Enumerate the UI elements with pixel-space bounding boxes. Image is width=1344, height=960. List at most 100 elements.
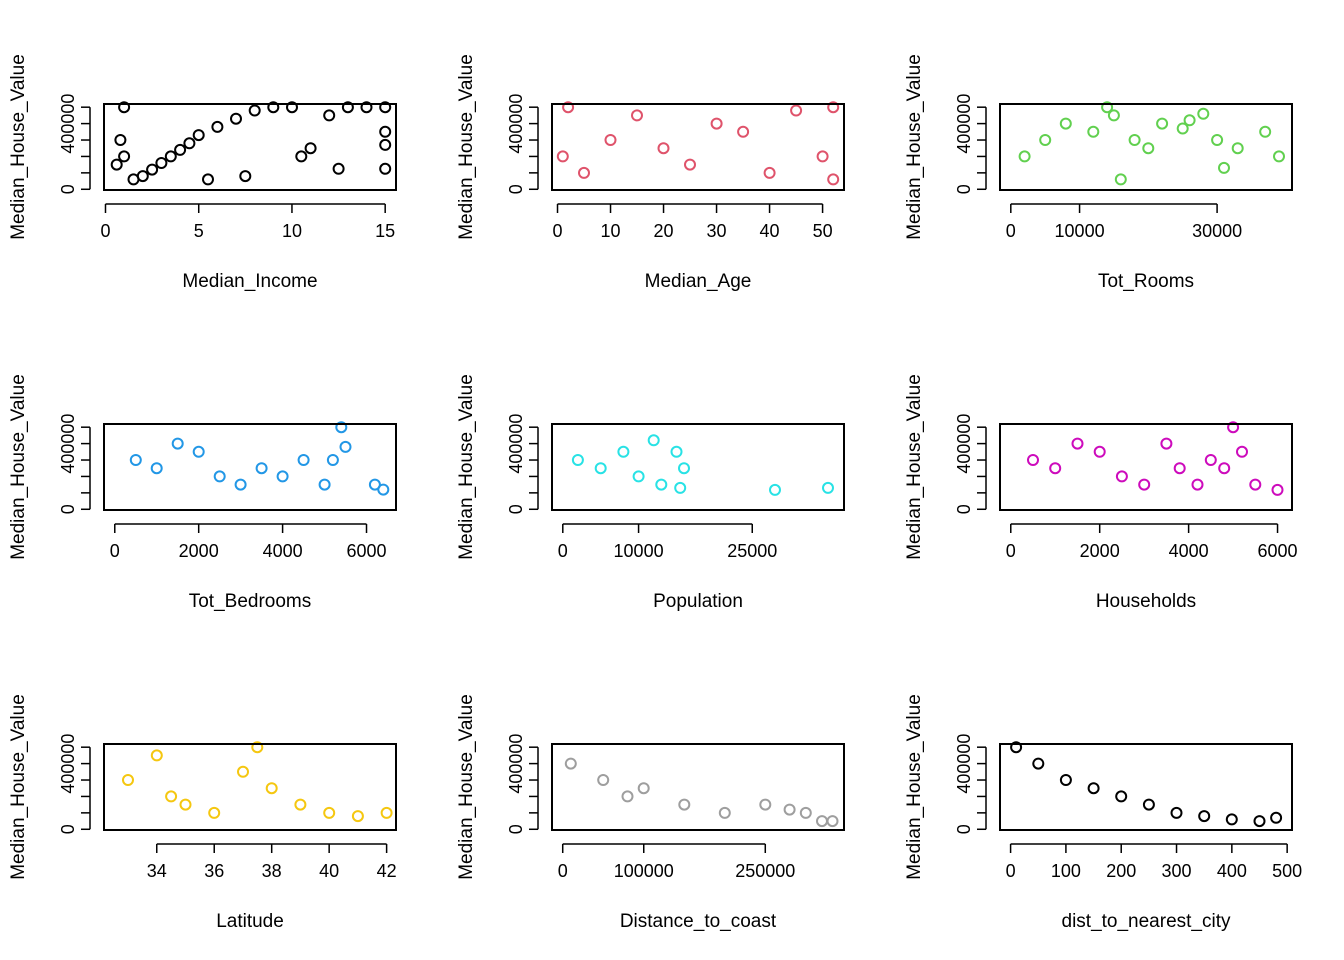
- data-point: [621, 790, 634, 803]
- data-point: [1138, 478, 1151, 491]
- y-axis: 0 400000: [506, 94, 539, 194]
- panel-4: 0 2000 4000 6000 0 400000 Tot_Bedrooms Median_H…: [8, 374, 397, 612]
- data-point: [1027, 454, 1039, 466]
- y-axis-title: Median_House_Value: [8, 694, 29, 880]
- x-axis: 0 2000 4000 6000: [1006, 523, 1298, 561]
- data-point: [294, 798, 307, 811]
- x-axis: 0 5 10 15: [100, 203, 395, 241]
- y-tick-label: 0: [506, 504, 526, 514]
- data-point: [318, 478, 331, 491]
- plot-frame: [999, 743, 1293, 831]
- panel-1: 0 5 10 15 0 400000 Median_Income Median_House_V…: [8, 54, 397, 292]
- data-point: [234, 478, 247, 491]
- x-tick-label: 10000: [1055, 221, 1105, 241]
- x-tick-label: 0: [110, 541, 120, 561]
- x-axis: 0 100000 250000: [558, 843, 795, 881]
- data-point: [276, 470, 289, 483]
- data-point: [1115, 790, 1128, 803]
- data-point: [237, 765, 249, 778]
- data-point: [118, 101, 131, 114]
- plot-frame: [551, 423, 845, 511]
- x-tick-label: 36: [204, 861, 224, 881]
- data-point: [379, 162, 392, 175]
- data-point: [192, 445, 205, 458]
- data-point: [816, 150, 829, 163]
- x-tick-label: 400: [1217, 861, 1247, 881]
- data-point: [783, 803, 796, 816]
- data-point: [1039, 134, 1052, 146]
- x-axis-title: Tot_Rooms: [1098, 271, 1194, 292]
- panel-8: 0 100000 250000 0 400000 Distance_to_coast Med…: [456, 694, 845, 932]
- x-axis-title: Median_Age: [645, 271, 752, 292]
- x-axis: 0 10000 25000: [558, 523, 777, 561]
- data-point: [1176, 122, 1189, 135]
- plot-frame: [999, 103, 1293, 191]
- data-point: [251, 741, 264, 754]
- y-axis-title: Median_House_Value: [904, 54, 925, 240]
- data-point: [295, 150, 308, 163]
- x-axis-title: Median_Income: [182, 271, 317, 292]
- data-point: [1173, 462, 1186, 475]
- y-tick-label: 400000: [954, 414, 974, 474]
- data-point: [1160, 437, 1173, 450]
- data-point: [827, 173, 840, 186]
- point-layer: [1010, 741, 1283, 828]
- panel-3: 0 10000 30000 0 400000 Tot_Rooms Median_House_…: [904, 54, 1293, 292]
- data-point: [1059, 774, 1072, 786]
- data-point: [267, 101, 280, 114]
- y-axis: 0 400000: [506, 734, 539, 834]
- plot-frame: [551, 103, 845, 191]
- y-axis: 0 400000: [954, 414, 987, 514]
- data-point: [678, 798, 691, 811]
- x-axis: 0 10 20 30 40 50: [553, 203, 833, 241]
- data-point: [1191, 478, 1204, 491]
- data-point: [326, 454, 339, 466]
- data-point: [763, 166, 776, 179]
- x-axis: 0 2000 4000 6000: [110, 523, 387, 561]
- x-axis-title: Latitude: [216, 911, 284, 932]
- data-point: [1093, 445, 1106, 458]
- data-point: [332, 162, 345, 175]
- data-point: [604, 134, 617, 146]
- point-layer: [564, 757, 839, 828]
- panel-9: 0 100 200 300 400 500 0 400000 dist_to_nearest_c…: [904, 694, 1302, 932]
- data-point: [150, 462, 163, 475]
- data-point: [202, 173, 214, 186]
- x-axis-title: Households: [1096, 591, 1196, 612]
- y-tick-label: 400000: [506, 734, 526, 794]
- x-axis: 0 100 200 300 400 500: [1006, 843, 1302, 881]
- data-point: [1183, 114, 1196, 127]
- data-point: [183, 137, 196, 150]
- point-layer: [1027, 421, 1284, 496]
- x-tick-label: 100000: [614, 861, 674, 881]
- data-point: [179, 798, 192, 811]
- data-point: [1115, 470, 1128, 483]
- x-tick-label: 250000: [735, 861, 795, 881]
- data-point: [323, 109, 336, 122]
- x-tick-label: 40: [760, 221, 780, 241]
- x-tick-label: 30000: [1192, 221, 1242, 241]
- data-point: [564, 757, 577, 770]
- data-point: [655, 478, 668, 491]
- data-point: [1059, 117, 1072, 130]
- x-tick-label: 4000: [1169, 541, 1209, 561]
- data-point: [1142, 798, 1155, 811]
- data-point: [164, 150, 177, 163]
- data-point: [192, 129, 205, 142]
- x-tick-label: 100: [1051, 861, 1081, 881]
- x-tick-label: 0: [553, 221, 563, 241]
- x-tick-label: 5: [194, 221, 204, 241]
- panel-5: 0 10000 25000 0 400000 Population Median_House…: [456, 374, 845, 612]
- y-axis: 0 400000: [954, 94, 987, 194]
- x-tick-label: 25000: [727, 541, 777, 561]
- data-point: [827, 101, 840, 114]
- y-axis-title: Median_House_Value: [904, 694, 925, 880]
- x-tick-label: 0: [558, 541, 568, 561]
- data-point: [155, 157, 168, 169]
- data-point: [1271, 483, 1284, 496]
- y-tick-label: 400000: [954, 94, 974, 154]
- x-axis: 0 10000 30000: [1006, 203, 1242, 241]
- data-point: [286, 101, 298, 114]
- point-layer: [1018, 101, 1285, 186]
- data-point: [684, 158, 696, 171]
